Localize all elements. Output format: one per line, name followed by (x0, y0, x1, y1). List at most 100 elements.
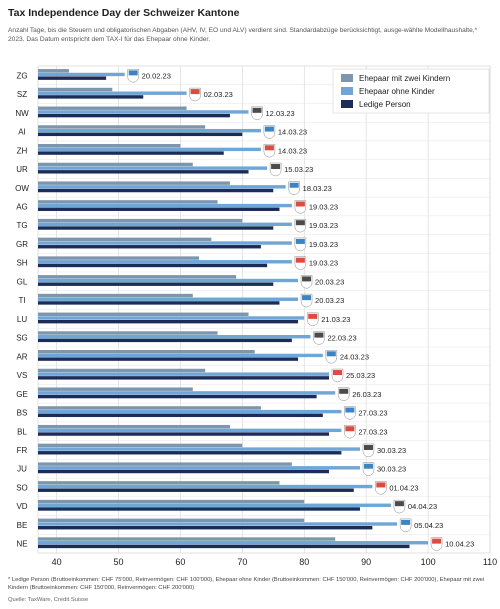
bar-ehepaar-ohne-kinder (38, 166, 268, 170)
flag-field (363, 463, 373, 469)
bar-ehepaar-kinder (38, 518, 305, 523)
flag-field (271, 164, 281, 170)
bar-ledige-person (38, 263, 268, 268)
flag-field (190, 89, 200, 95)
bar-ehepaar-kinder (38, 181, 230, 185)
geneve-flag-icon (337, 387, 350, 402)
bar-ehepaar-kinder (38, 406, 261, 410)
bar-ledige-person (38, 507, 360, 511)
bar-ledige-person (38, 170, 249, 174)
category-label: OW (15, 184, 29, 193)
date-label: 01.04.23 (389, 483, 418, 492)
flag-field (345, 407, 355, 413)
date-label: 27.03.23 (358, 427, 387, 436)
bar-ehepaar-kinder (38, 537, 336, 541)
bar-ledige-person (38, 319, 299, 324)
category-label: SO (16, 483, 28, 492)
bar-ehepaar-kinder (38, 443, 243, 448)
flag-field (295, 201, 305, 207)
date-label: 21.03.23 (321, 315, 350, 324)
date-label: 19.03.23 (309, 240, 338, 249)
date-label: 30.03.23 (377, 446, 406, 455)
bar-ledige-person (38, 376, 330, 380)
bar-ehepaar-kinder (38, 293, 193, 298)
flag-field (363, 444, 373, 450)
bar-ehepaar-ohne-kinder (38, 147, 261, 152)
date-label: 04.04.23 (408, 502, 437, 511)
appenzell-ir-flag-icon (263, 125, 276, 139)
date-label: 27.03.23 (358, 409, 387, 418)
flag-field (302, 295, 312, 301)
date-label: 19.03.23 (309, 259, 338, 268)
bar-ehepaar-kinder (38, 125, 206, 129)
bar-ledige-person (38, 95, 144, 99)
flag-field (264, 126, 274, 132)
bar-ehepaar-ohne-kinder (38, 203, 292, 208)
bar-ledige-person (38, 544, 410, 549)
zurich-flag-icon (263, 144, 276, 158)
category-label: UR (16, 165, 28, 174)
category-label: NE (16, 540, 27, 549)
bar-ledige-person (38, 76, 107, 80)
bar-ledige-person (38, 132, 243, 137)
x-tick-label: 50 (113, 557, 123, 567)
bar-ledige-person (38, 357, 299, 361)
valais-flag-icon (331, 368, 344, 383)
bar-ehepaar-ohne-kinder (38, 72, 125, 77)
bar-ehepaar-ohne-kinder (38, 334, 311, 339)
bar-ehepaar-ohne-kinder (38, 241, 292, 245)
bar-ehepaar-ohne-kinder (38, 428, 342, 433)
bar-ehepaar-ohne-kinder (38, 185, 286, 189)
category-label: VD (16, 502, 27, 511)
category-label: JU (17, 465, 27, 474)
flag-field (295, 220, 305, 226)
bar-ehepaar-kinder (38, 162, 193, 167)
category-label: FR (17, 446, 28, 455)
date-label: 18.03.23 (303, 184, 332, 193)
date-label: 22.03.23 (327, 334, 356, 343)
bar-ehepaar-kinder (38, 481, 280, 485)
chart-subtitle: Anzahl Tage, bis die Steuern und obligat… (8, 27, 478, 43)
bar-ehepaar-ohne-kinder (38, 297, 299, 301)
nidwalden-flag-icon (251, 106, 263, 121)
solothurn-flag-icon (375, 481, 387, 495)
flag-field (333, 370, 343, 376)
glarus-flag-icon (300, 275, 313, 289)
category-label: TG (16, 221, 27, 230)
bar-ehepaar-ohne-kinder (38, 409, 342, 414)
bar-ehepaar-kinder (38, 256, 199, 260)
bar-ehepaar-ohne-kinder (38, 447, 360, 451)
category-label: ZH (17, 146, 28, 155)
date-label: 20.02.23 (142, 71, 171, 80)
bar-ehepaar-ohne-kinder (38, 353, 323, 358)
date-label: 24.03.23 (340, 352, 369, 361)
date-label: 30.03.23 (377, 465, 406, 474)
bar-ledige-person (38, 432, 330, 436)
bar-ehepaar-ohne-kinder (38, 222, 292, 227)
bar-ledige-person (38, 113, 230, 118)
bar-ehepaar-ohne-kinder (38, 372, 330, 376)
bar-ehepaar-kinder (38, 462, 292, 466)
bar-ehepaar-kinder (38, 106, 187, 110)
bar-ehepaar-ohne-kinder (38, 110, 249, 114)
legend-label: Ehepaar mit zwei Kindern (359, 74, 450, 83)
graubuenden-flag-icon (294, 237, 307, 252)
bar-ehepaar-ohne-kinder (38, 91, 187, 95)
bar-ehepaar-kinder (38, 143, 181, 148)
jura-flag-icon (362, 462, 375, 476)
chart-title: Tax Independence Day der Schweizer Kanto… (8, 7, 240, 19)
category-label: LU (17, 315, 27, 324)
flag-field (314, 332, 324, 338)
schaffhausen-flag-icon (294, 256, 307, 270)
x-tick-label: 60 (175, 557, 185, 567)
x-tick-label: 110 (483, 557, 497, 567)
legend-swatch (341, 100, 353, 108)
bar-ehepaar-ohne-kinder (38, 466, 360, 470)
neuchatel-flag-icon (430, 537, 443, 551)
bar-ehepaar-kinder (38, 312, 249, 316)
bar-ledige-person (38, 338, 292, 343)
category-label: GR (16, 240, 28, 249)
bar-ehepaar-ohne-kinder (38, 316, 305, 320)
bar-ehepaar-ohne-kinder (38, 541, 429, 545)
